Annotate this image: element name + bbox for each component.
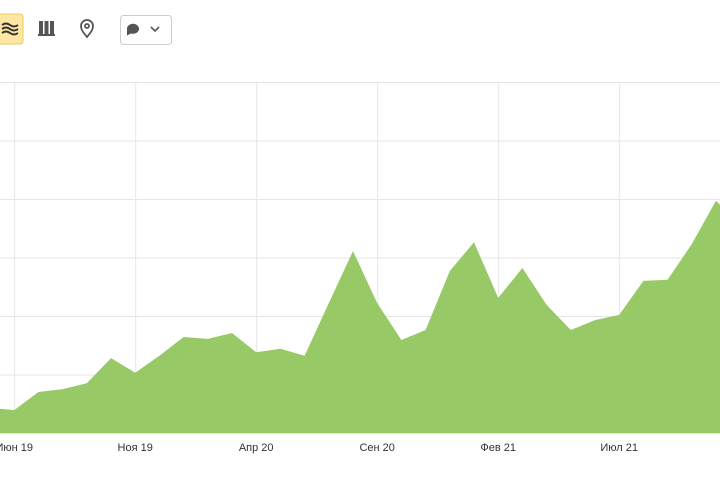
chevron-icon <box>150 26 160 33</box>
comment-icon <box>126 23 139 36</box>
x-tick-label: Июн 19 <box>0 442 33 454</box>
area-icon <box>1 22 19 36</box>
area <box>0 200 720 433</box>
x-tick-label: Фев 21 <box>480 442 516 454</box>
comments-dropdown[interactable] <box>120 15 172 45</box>
x-tick-label: Июл 21 <box>600 442 638 454</box>
x-tick-label: Апр 20 <box>239 442 274 454</box>
x-tick-label: Сен 20 <box>359 442 394 454</box>
chart-type-bar-button[interactable] <box>38 21 55 36</box>
toolbar <box>0 13 172 45</box>
x-tick-label: Ноя 19 <box>118 442 153 454</box>
map-button[interactable] <box>80 19 94 39</box>
